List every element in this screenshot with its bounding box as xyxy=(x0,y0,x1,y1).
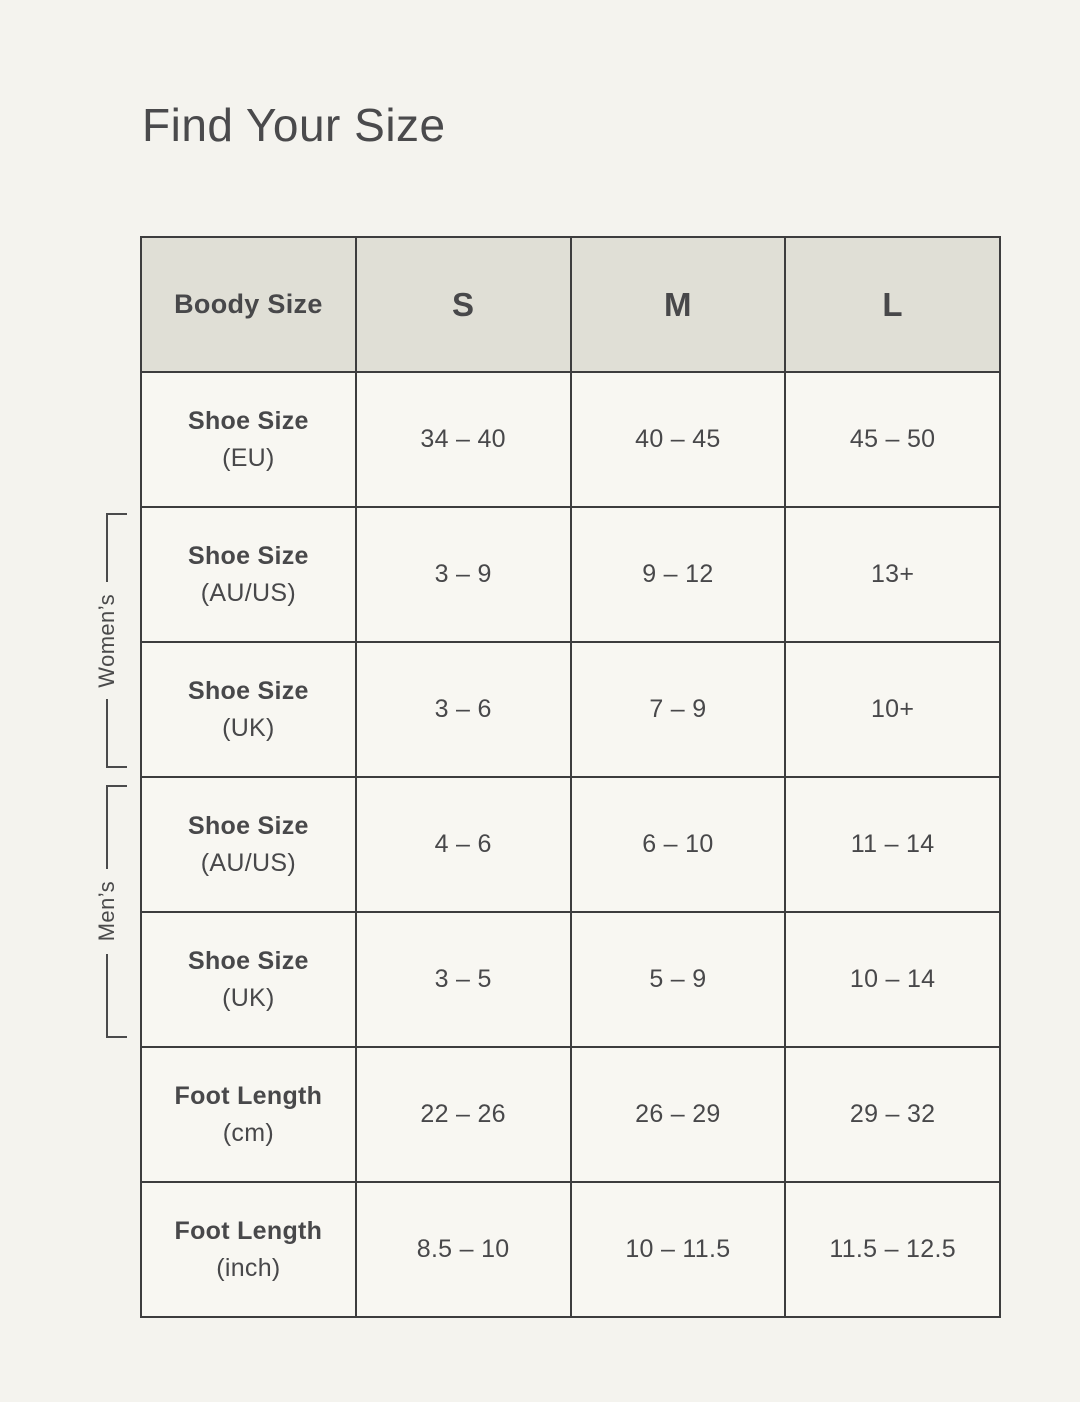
table-row-foot-length-inch: Foot Length (inch) 8.5 – 10 10 – 11.5 11… xyxy=(140,1181,1001,1318)
row-label-unit: (UK) xyxy=(222,983,275,1012)
row-label-unit: (inch) xyxy=(216,1253,281,1282)
size-chart-table: Boody Size S M L Shoe Size (EU) 34 – 40 … xyxy=(140,236,1001,1318)
cell-value: 45 – 50 xyxy=(784,371,1001,508)
table-row-mens-shoe-size-au-us: Shoe Size (AU/US) 4 – 6 6 – 10 11 – 14 xyxy=(140,776,1001,913)
cell-value: 13+ xyxy=(784,506,1001,643)
row-label-unit: (UK) xyxy=(222,713,275,742)
cell-value: 29 – 32 xyxy=(784,1046,1001,1183)
table-row-womens-shoe-size-uk: Shoe Size (UK) 3 – 6 7 – 9 10+ xyxy=(140,641,1001,778)
row-label-main: Foot Length xyxy=(174,1081,323,1110)
table-row-womens-shoe-size-au-us: Shoe Size (AU/US) 3 – 9 9 – 12 13+ xyxy=(140,506,1001,643)
womens-bracket-line-bottom xyxy=(106,699,127,769)
header-size-s: S xyxy=(354,236,572,373)
row-label: Foot Length (cm) xyxy=(140,1046,357,1183)
mens-group-label: Men’s xyxy=(94,881,119,942)
mens-bracket-line-top xyxy=(106,785,127,870)
cell-value: 11 – 14 xyxy=(784,776,1001,913)
row-label-unit: (EU) xyxy=(222,443,275,472)
table-row-mens-shoe-size-uk: Shoe Size (UK) 3 – 5 5 – 9 10 – 14 xyxy=(140,911,1001,1048)
row-label-main: Shoe Size xyxy=(187,406,309,435)
row-label-main: Shoe Size xyxy=(187,811,309,840)
cell-value: 3 – 6 xyxy=(354,641,572,778)
row-label-unit: (AU/US) xyxy=(200,578,296,607)
table-row-foot-length-cm: Foot Length (cm) 22 – 26 26 – 29 29 – 32 xyxy=(140,1046,1001,1183)
cell-value: 5 – 9 xyxy=(569,911,787,1048)
cell-value: 6 – 10 xyxy=(569,776,787,913)
row-label: Shoe Size (UK) xyxy=(140,641,357,778)
cell-value: 11.5 – 12.5 xyxy=(784,1181,1001,1318)
row-label: Shoe Size (EU) xyxy=(140,371,357,508)
cell-value: 9 – 12 xyxy=(569,506,787,643)
womens-bracket-line-top xyxy=(106,513,127,582)
header-row: Boody Size S M L xyxy=(140,236,1001,373)
row-label: Shoe Size (AU/US) xyxy=(140,776,357,913)
cell-value: 34 – 40 xyxy=(354,371,572,508)
cell-value: 3 – 5 xyxy=(354,911,572,1048)
row-label: Foot Length (inch) xyxy=(140,1181,357,1318)
mens-group-bracket: Men’s xyxy=(94,785,127,1039)
cell-value: 4 – 6 xyxy=(354,776,572,913)
row-label-main: Foot Length xyxy=(174,1216,323,1245)
mens-bracket-line-bottom xyxy=(106,953,127,1039)
womens-group-label: Women’s xyxy=(94,593,119,688)
table-row-shoe-size-eu: Shoe Size (EU) 34 – 40 40 – 45 45 – 50 xyxy=(140,371,1001,508)
cell-value: 10+ xyxy=(784,641,1001,778)
cell-value: 26 – 29 xyxy=(569,1046,787,1183)
row-label-main: Shoe Size xyxy=(187,676,309,705)
header-boody-size: Boody Size xyxy=(140,236,357,373)
cell-value: 3 – 9 xyxy=(354,506,572,643)
row-label-unit: (cm) xyxy=(222,1118,274,1147)
cell-value: 10 – 14 xyxy=(784,911,1001,1048)
row-label-unit: (AU/US) xyxy=(200,848,296,877)
cell-value: 7 – 9 xyxy=(569,641,787,778)
header-size-l: L xyxy=(784,236,1001,373)
row-label-main: Shoe Size xyxy=(187,541,309,570)
cell-value: 8.5 – 10 xyxy=(354,1181,572,1318)
cell-value: 10 – 11.5 xyxy=(569,1181,787,1318)
row-label-main: Shoe Size xyxy=(187,946,309,975)
page-title: Find Your Size xyxy=(142,99,446,151)
cell-value: 40 – 45 xyxy=(569,371,787,508)
row-label: Shoe Size (UK) xyxy=(140,911,357,1048)
cell-value: 22 – 26 xyxy=(354,1046,572,1183)
womens-group-bracket: Women’s xyxy=(94,513,127,769)
row-label: Shoe Size (AU/US) xyxy=(140,506,357,643)
header-size-m: M xyxy=(569,236,787,373)
